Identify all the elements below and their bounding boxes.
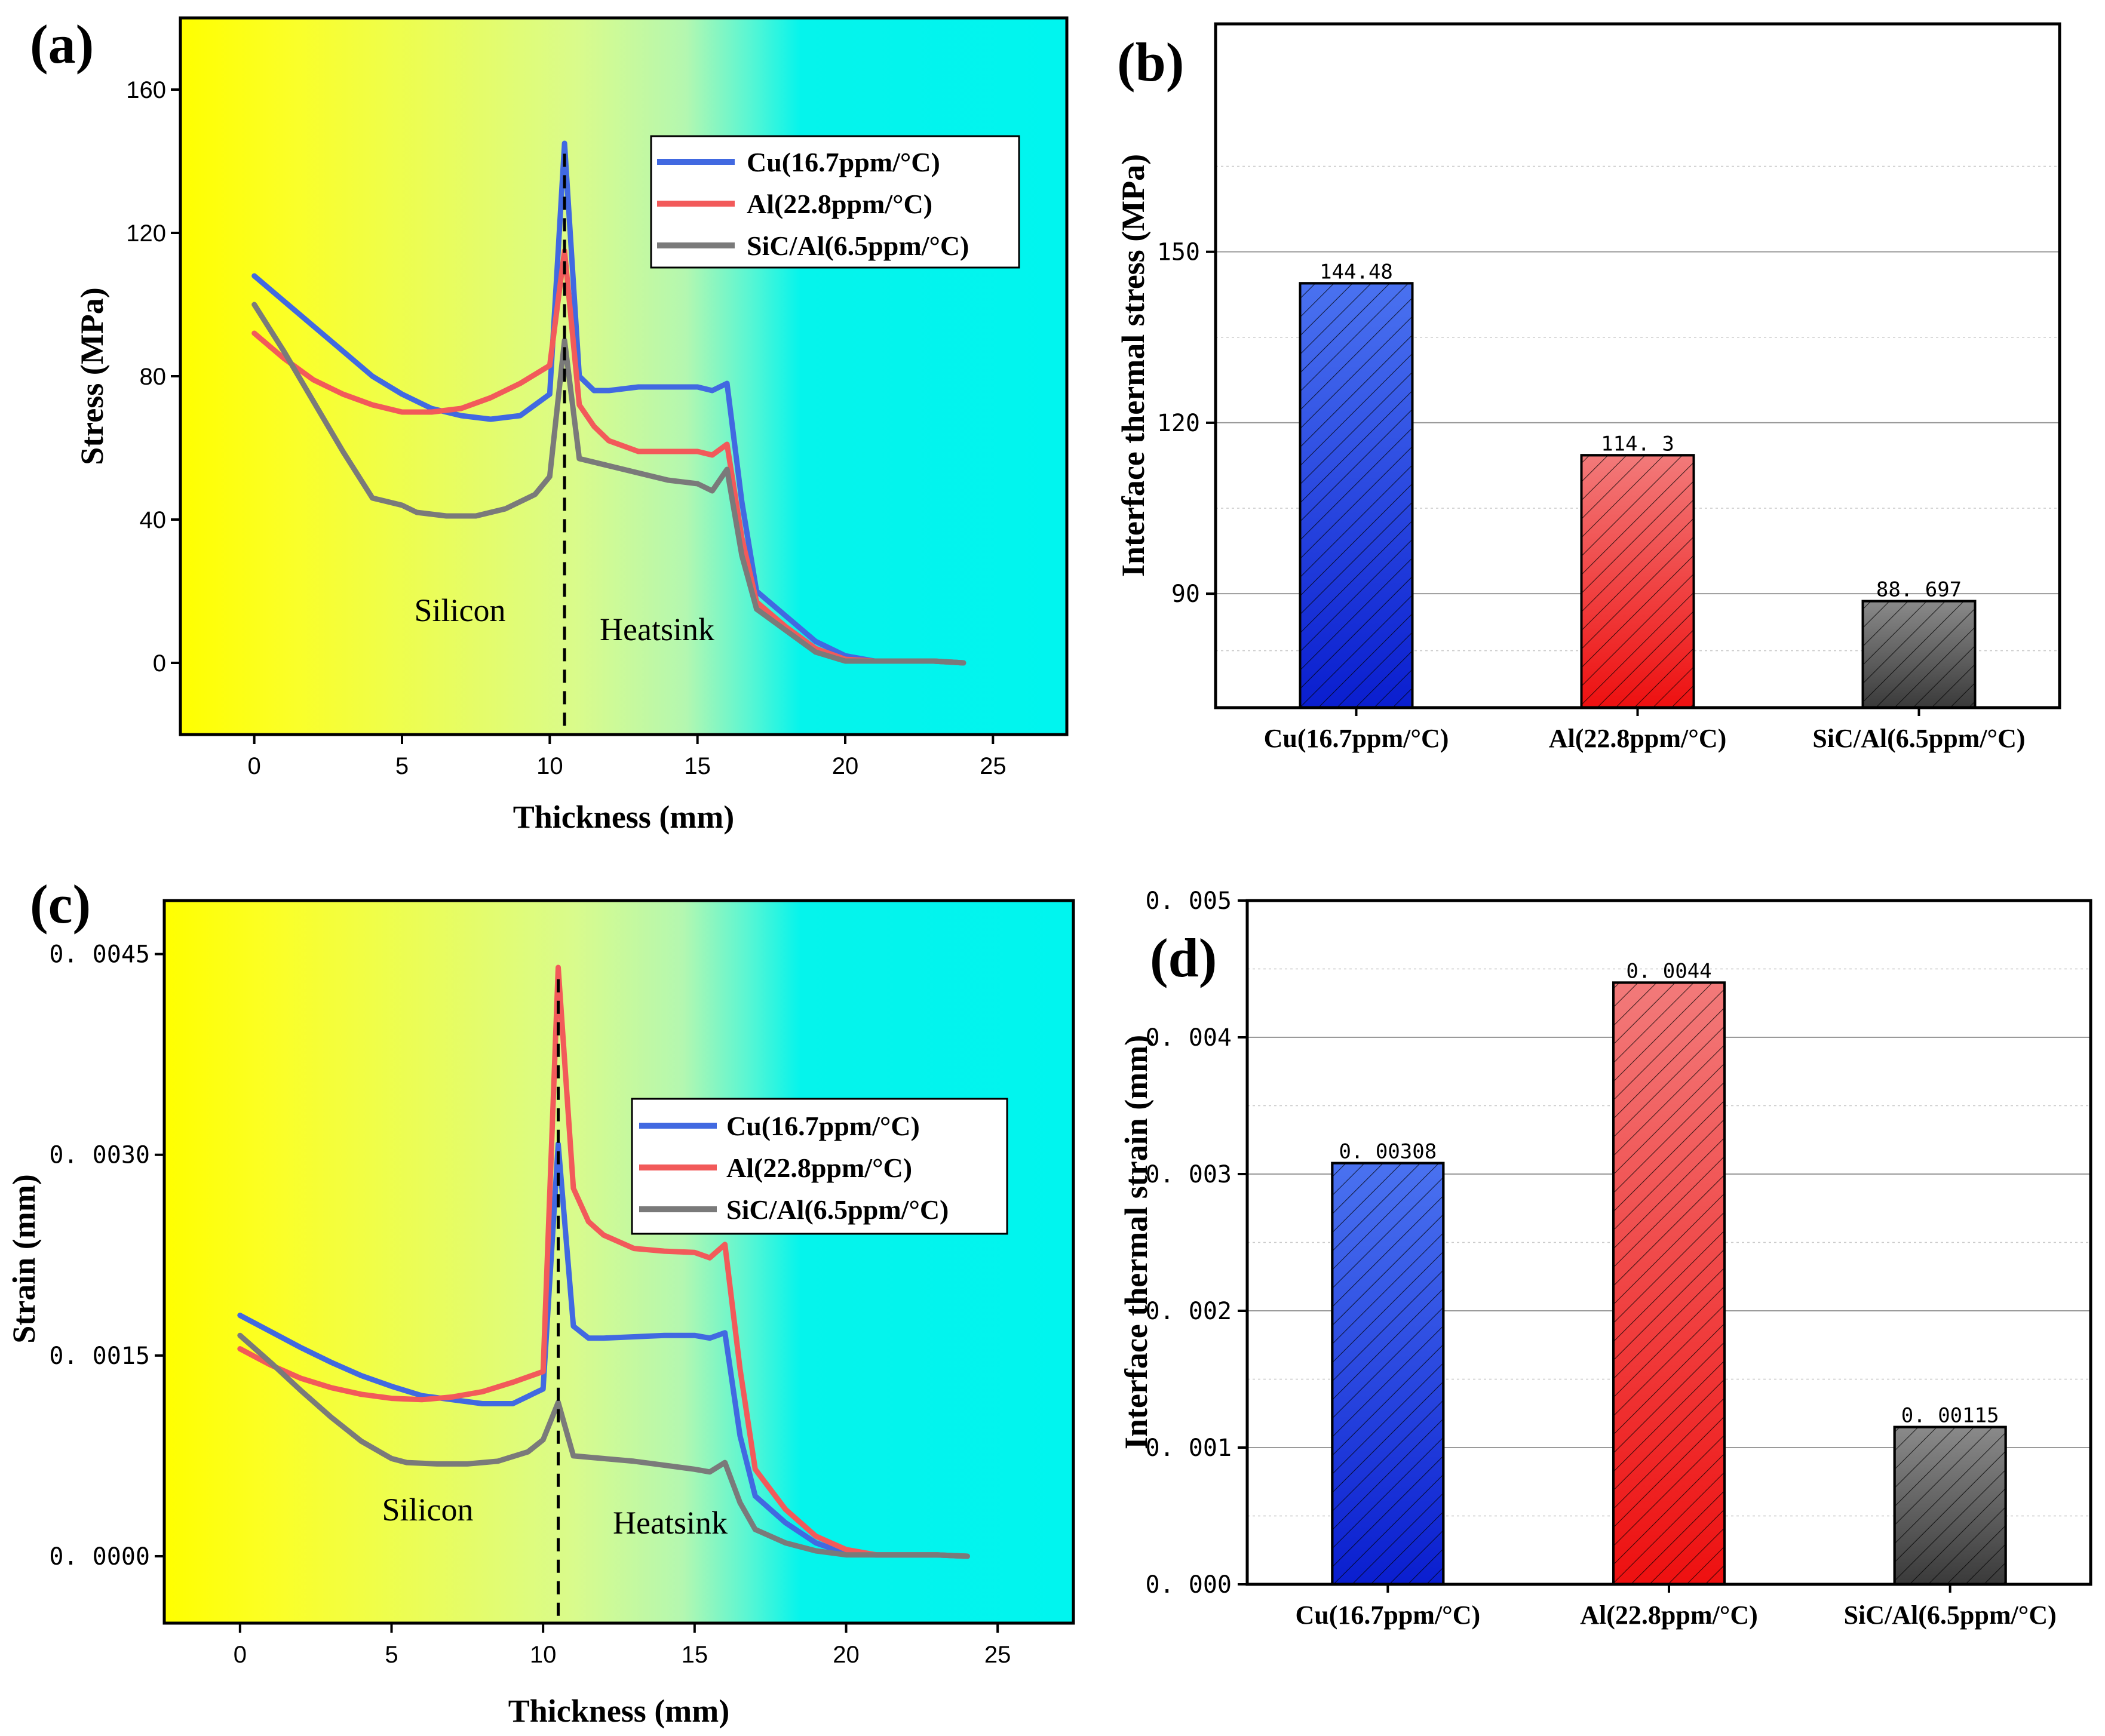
- panel-a-y-tick-label: 80: [140, 364, 167, 390]
- panel-b-bar-value-label: 88. 697: [1876, 578, 1962, 602]
- panel-c-background: [164, 901, 1073, 1623]
- panel-d-y-tick-label: 0. 001: [1146, 1434, 1232, 1462]
- panel-c-legend-sic: SiC/Al(6.5ppm/°C): [726, 1194, 949, 1225]
- panel-a-series-line-sic: [251, 302, 966, 666]
- panel-d-y-tick-label: 0. 005: [1146, 887, 1232, 915]
- panel-b-y-tick-label: 90: [1171, 580, 1200, 608]
- panel-a-y-tick-label: 160: [126, 77, 166, 103]
- panel-b-bar-hatch-0: [1299, 282, 1414, 709]
- panel-c-x-tick-label: 25: [984, 1642, 1011, 1668]
- panel-d-x-ticks: Cu(16.7ppm/°C) Al(22.8ppm/°C) SiC/Al(6.5pp…: [1295, 1584, 2057, 1630]
- panel-b-y-tick-label: 150: [1157, 239, 1200, 266]
- panel-d-bar-hatch-0: [1331, 1162, 1445, 1586]
- panel-a-legend-sic: SiC/Al(6.5ppm/°C): [747, 231, 969, 261]
- panel-d-bar-value-label: 0. 0044: [1626, 959, 1711, 983]
- panel-c-series: [237, 964, 970, 1559]
- panel-d-bars: 0. 00308 0. 0044 0. 00115: [1331, 959, 2007, 1586]
- panel-a-region-heatsink: Heatsink: [600, 612, 714, 647]
- panel-c-y-label: Strain (mm): [6, 1174, 42, 1343]
- panel-b-bar-hatch-2: [1861, 600, 1977, 709]
- panel-c-legend-cu: Cu(16.7ppm/°C): [726, 1111, 920, 1141]
- panel-a-region-silicon: Silicon: [414, 592, 505, 628]
- panel-c-region-silicon: Silicon: [382, 1492, 473, 1528]
- panel-c-x-ticks: 0 5 10 15 20 25: [234, 1623, 1011, 1668]
- panel-c-label: (c): [30, 874, 91, 935]
- panel-b-x-ticks: Cu(16.7ppm/°C) Al(22.8ppm/°C) SiC/Al(6.5pp…: [1264, 708, 2026, 753]
- panel-c-y-tick-label: 0. 0015: [49, 1342, 150, 1370]
- panel-c-x-tick-label: 10: [530, 1642, 557, 1668]
- panel-a-series-line-al: [251, 248, 966, 666]
- panel-c-x-tick-label: 20: [833, 1642, 860, 1668]
- panel-d-y-ticks: 0. 000 0. 001 0. 002 0. 003 0. 004 0. 005: [1146, 887, 1247, 1599]
- panel-d-x-tick-label: SiC/Al(6.5ppm/°C): [1844, 1600, 2057, 1630]
- panel-c-y-tick-label: 0. 0030: [49, 1142, 150, 1169]
- panel-a-y-tick-label: 40: [140, 507, 167, 533]
- panel-b-x-tick-label: Al(22.8ppm/°C): [1549, 724, 1727, 753]
- panel-c-frame: [162, 899, 1075, 1625]
- panel-a-x-tick-label: 5: [395, 753, 409, 779]
- panel-b-bar-value-label: 144.48: [1320, 260, 1393, 284]
- panel-a-x-ticks: 0 5 10 15 20 25: [248, 735, 1007, 779]
- panel-d-y-label: Interface thermal strain (mm): [1118, 1035, 1154, 1449]
- panel-d-bar-value-label: 0. 00115: [1901, 1404, 1999, 1428]
- panel-a-x-label: Thickness (mm): [513, 799, 735, 835]
- panel-a-y-label: Stress (MPa): [74, 287, 110, 465]
- panel-b-x-tick-label: Cu(16.7ppm/°C): [1264, 724, 1449, 753]
- panel-c-y-ticks: 0. 0000 0. 0015 0. 0030 0. 0045: [49, 941, 164, 1571]
- panel-d-bar-value-label: 0. 00308: [1339, 1140, 1437, 1164]
- panel-b-label: (b): [1117, 32, 1184, 93]
- panel-a-y-tick-label: 120: [126, 220, 166, 247]
- panel-c-x-tick-label: 15: [682, 1642, 708, 1668]
- panel-c-series-line-sic: [237, 1332, 970, 1559]
- panel-a-x-tick-label: 20: [832, 753, 859, 779]
- panel-b-bar-hatch-1: [1580, 454, 1695, 709]
- panel-b-y-ticks: 90 120 150: [1157, 239, 1216, 608]
- panel-d-y-tick-label: 0. 002: [1146, 1298, 1232, 1325]
- panel-d-bar-hatch-1: [1612, 981, 1726, 1586]
- panel-d-label: (d): [1150, 927, 1217, 988]
- panel-c-series-line-cu: [237, 1141, 970, 1559]
- panel-d-x-tick-label: Cu(16.7ppm/°C): [1295, 1600, 1480, 1630]
- panel-d-y-tick-label: 0. 003: [1146, 1161, 1232, 1188]
- panel-b-y-label: Interface thermal stress (MPa): [1115, 154, 1151, 577]
- panel-c-legend: Cu(16.7ppm/°C) Al(22.8ppm/°C) SiC/Al(6.5…: [631, 1098, 1008, 1235]
- panel-a-label: (a): [30, 14, 94, 75]
- panel-d-y-tick-label: 0. 000: [1146, 1571, 1232, 1599]
- panel-c-legend-al: Al(22.8ppm/°C): [726, 1153, 912, 1183]
- panel-c-x-tick-label: 5: [385, 1642, 398, 1668]
- panel-b-bar-value-label: 114. 3: [1601, 432, 1674, 456]
- panel-a-legend-al: Al(22.8ppm/°C): [747, 189, 932, 219]
- panel-a-legend-cu: Cu(16.7ppm/°C): [747, 147, 940, 177]
- panel-a-x-tick-label: 15: [684, 753, 711, 779]
- panel-b-bars: 144.48 114. 3 88. 697: [1299, 260, 1977, 709]
- panel-a-legend: Cu(16.7ppm/°C) Al(22.8ppm/°C) SiC/Al(6.5…: [650, 135, 1020, 269]
- panel-a-y-tick-label: 0: [153, 650, 166, 677]
- panel-b-x-tick-label: SiC/Al(6.5ppm/°C): [1812, 724, 2025, 753]
- panel-c-x-tick-label: 0: [234, 1642, 247, 1668]
- panel-d-x-tick-label: Al(22.8ppm/°C): [1580, 1600, 1758, 1630]
- panel-c-x-label: Thickness (mm): [508, 1693, 730, 1729]
- panel-b-y-tick-label: 120: [1157, 410, 1200, 437]
- panel-a-y-ticks: 0 40 80 120 160: [126, 77, 180, 677]
- panel-c-series-line-al: [237, 964, 970, 1559]
- panel-a-x-tick-label: 10: [536, 753, 563, 779]
- panel-a-x-tick-label: 0: [248, 753, 261, 779]
- panel-a-series: [251, 140, 966, 666]
- panel-c-y-tick-label: 0. 0000: [49, 1543, 150, 1571]
- panel-d-bar-hatch-2: [1893, 1425, 2007, 1586]
- panel-c-region-heatsink: Heatsink: [613, 1505, 728, 1541]
- panel-a-series-line-cu: [251, 140, 966, 666]
- panel-d-y-tick-label: 0. 004: [1146, 1024, 1232, 1052]
- panel-c-y-tick-label: 0. 0045: [49, 941, 150, 969]
- panel-b-stress-bar-chart: 144.48 114. 3 88. 697 90 120 150 Cu(16.7ppm/…: [1115, 22, 2061, 753]
- panel-a-x-tick-label: 25: [980, 753, 1007, 779]
